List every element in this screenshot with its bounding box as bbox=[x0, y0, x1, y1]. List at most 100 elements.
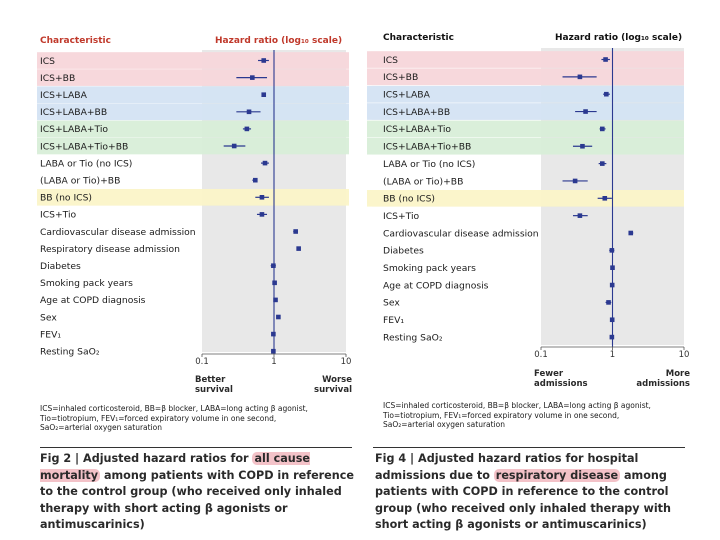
right-figure-caption: Fig 4 | Adjusted hazard ratios for hospi… bbox=[375, 451, 687, 534]
right-forest-plot bbox=[367, 48, 685, 350]
right-left-axis-note: admissions bbox=[534, 379, 588, 389]
left-row-label: (LABA or Tio)+BB bbox=[40, 176, 120, 187]
right-footnote-line-2: Tio=tiotropium, FEV₁=forced expiratory v… bbox=[383, 410, 620, 420]
right-band-pink bbox=[367, 51, 684, 68]
right-footnote-line-1: ICS=inhaled corticosteroid, BB=β blocker… bbox=[383, 401, 651, 410]
right-right-axis-note: admissions bbox=[636, 379, 690, 389]
right-caption-suffix: among patients with COPD in reference to… bbox=[375, 468, 671, 532]
right-row-label: Resting SaO₂ bbox=[383, 332, 443, 343]
left-right-axis-note: survival bbox=[314, 385, 352, 395]
right-row-label: Sex bbox=[383, 298, 400, 309]
left-row-label: ICS+LABA+BB bbox=[40, 107, 107, 118]
left-band-blue bbox=[37, 103, 349, 121]
right-row-label: Smoking pack years bbox=[383, 263, 476, 274]
left-caption-suffix: among patients with COPD in reference to… bbox=[40, 468, 354, 532]
left-band-group-blue bbox=[37, 86, 349, 121]
left-header-hazard-ratio: Hazard ratio (log₁₀ scale) bbox=[215, 36, 342, 46]
left-hr-point bbox=[259, 195, 265, 200]
right-row-label: ICS+LABA+Tio+BB bbox=[383, 142, 471, 153]
left-band-blue bbox=[37, 86, 349, 103]
right-caption-highlight: respiratory disease bbox=[493, 468, 621, 482]
left-row-label: ICS+BB bbox=[40, 73, 75, 84]
right-header-characteristic: Characteristic bbox=[383, 33, 454, 43]
right-row-label: LABA or Tio (no ICS) bbox=[383, 159, 475, 170]
left-hr-point bbox=[259, 212, 265, 217]
right-band-group-yellow bbox=[367, 190, 684, 207]
left-row-label: Resting SaO₂ bbox=[40, 347, 100, 358]
left-header-characteristic: Characteristic bbox=[40, 36, 111, 46]
right-right-axis-note: More bbox=[666, 369, 690, 379]
right-row-label: ICS+LABA+BB bbox=[383, 107, 450, 118]
left-caption-rule bbox=[40, 447, 352, 448]
right-hr-point bbox=[628, 230, 634, 236]
left-band-group-pink bbox=[37, 52, 349, 86]
right-hr-point bbox=[572, 178, 578, 184]
left-hr-point bbox=[271, 263, 276, 268]
left-row-label: Respiratory disease admission bbox=[40, 244, 180, 255]
left-hr-point bbox=[296, 246, 301, 251]
left-hr-point bbox=[231, 143, 237, 149]
left-hr-point bbox=[271, 348, 276, 354]
right-caption-prefix: Fig 4 | Adjusted hazard ratios for hospi… bbox=[375, 452, 639, 482]
left-band-pink bbox=[37, 52, 349, 69]
right-row-label: (LABA or Tio)+BB bbox=[383, 176, 463, 187]
left-row-label: ICS+LABA+Tio bbox=[40, 124, 108, 135]
left-row-label: ICS+LABA+Tio+BB bbox=[40, 141, 128, 152]
right-band-blue bbox=[367, 103, 684, 120]
left-band-pink bbox=[37, 69, 349, 86]
left-hr-point bbox=[262, 160, 268, 166]
right-row-label: Cardiovascular disease admission bbox=[383, 228, 539, 239]
right-band-pink bbox=[367, 68, 684, 86]
left-hr-point bbox=[253, 177, 258, 183]
right-left-axis-note: Fewer bbox=[534, 369, 564, 379]
left-hr-point bbox=[244, 126, 250, 132]
right-hr-point bbox=[610, 265, 615, 270]
left-footnote-line-2: Tio=tiotropium, FEV₁=forced expiratory v… bbox=[40, 413, 277, 423]
right-hr-point bbox=[603, 57, 608, 62]
right-hr-point bbox=[577, 74, 583, 80]
right-row-label: ICS+BB bbox=[383, 72, 418, 83]
right-row-label: ICS bbox=[383, 55, 398, 66]
right-x-tick-label: 0.1 bbox=[534, 350, 548, 360]
left-hr-point bbox=[250, 75, 255, 80]
left-footnote-line-1: ICS=inhaled corticosteroid, BB=β blocker… bbox=[40, 404, 308, 413]
right-hr-point bbox=[599, 126, 605, 132]
left-row-label: Smoking pack years bbox=[40, 278, 133, 289]
left-row-label: ICS+Tio bbox=[40, 210, 77, 221]
right-x-tick-label: 10 bbox=[679, 350, 690, 360]
left-hr-point bbox=[272, 280, 277, 286]
right-hr-point bbox=[609, 248, 615, 253]
left-footnote: ICS=inhaled corticosteroid, BB=β blocker… bbox=[40, 404, 360, 433]
right-hr-point bbox=[609, 282, 615, 288]
left-row-label: LABA or Tio (no ICS) bbox=[40, 158, 132, 169]
left-row-label: Diabetes bbox=[40, 261, 81, 272]
left-band-group-yellow bbox=[37, 189, 349, 206]
left-right-axis-note: Worse bbox=[322, 375, 352, 385]
right-x-tick-label: 1 bbox=[610, 350, 615, 360]
right-band-yellow bbox=[367, 190, 684, 207]
right-caption-rule bbox=[373, 447, 685, 448]
right-header-hazard-ratio: Hazard ratio (log₁₀ scale) bbox=[555, 33, 682, 43]
left-row-label: BB (no ICS) bbox=[40, 193, 92, 204]
left-x-tick-label: 1 bbox=[271, 357, 276, 367]
left-left-axis-note: survival bbox=[195, 385, 233, 395]
left-x-tick-label: 10 bbox=[341, 357, 352, 367]
right-band-blue bbox=[367, 85, 684, 103]
left-hr-point bbox=[261, 58, 267, 63]
right-hr-point bbox=[606, 300, 611, 305]
left-row-label: ICS+LABA bbox=[40, 90, 88, 101]
right-row-label: FEV₁ bbox=[383, 315, 404, 326]
left-hr-point bbox=[276, 314, 281, 320]
right-band-green bbox=[367, 120, 684, 138]
right-row-label: ICS+Tio bbox=[383, 211, 420, 222]
left-hr-point bbox=[261, 92, 267, 97]
left-caption-prefix: Fig 2 | Adjusted hazard ratios for bbox=[40, 452, 253, 465]
right-hr-point bbox=[577, 213, 583, 218]
right-hr-point bbox=[609, 334, 615, 340]
left-band-group-green bbox=[37, 120, 349, 155]
left-left-axis-note: Better bbox=[195, 375, 226, 385]
left-band-green bbox=[37, 120, 349, 138]
right-hr-point bbox=[604, 91, 609, 97]
left-x-tick-label: 0.1 bbox=[195, 357, 209, 367]
